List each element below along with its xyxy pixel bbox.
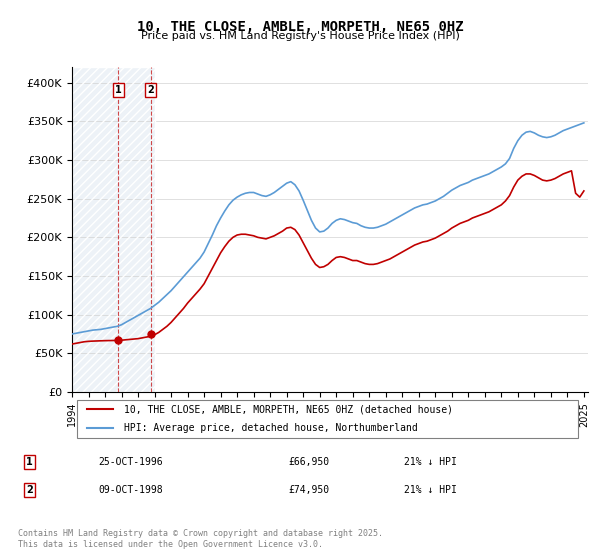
Text: 2: 2	[26, 485, 32, 495]
Bar	[72, 67, 155, 392]
FancyBboxPatch shape	[77, 400, 578, 437]
Text: 1: 1	[115, 85, 122, 95]
Text: £74,950: £74,950	[289, 485, 329, 495]
Text: 2: 2	[148, 85, 154, 95]
Text: 09-OCT-1998: 09-OCT-1998	[98, 485, 163, 495]
Text: HPI: Average price, detached house, Northumberland: HPI: Average price, detached house, Nort…	[124, 423, 418, 433]
Text: Contains HM Land Registry data © Crown copyright and database right 2025.
This d: Contains HM Land Registry data © Crown c…	[18, 529, 383, 549]
Text: £66,950: £66,950	[289, 457, 329, 467]
Text: 21% ↓ HPI: 21% ↓ HPI	[404, 457, 457, 467]
Bar	[72, 67, 155, 392]
Text: 1: 1	[26, 457, 32, 467]
Text: 10, THE CLOSE, AMBLE, MORPETH, NE65 0HZ (detached house): 10, THE CLOSE, AMBLE, MORPETH, NE65 0HZ …	[124, 404, 452, 414]
Text: 10, THE CLOSE, AMBLE, MORPETH, NE65 0HZ: 10, THE CLOSE, AMBLE, MORPETH, NE65 0HZ	[137, 20, 463, 34]
Text: 25-OCT-1996: 25-OCT-1996	[98, 457, 163, 467]
Text: Price paid vs. HM Land Registry's House Price Index (HPI): Price paid vs. HM Land Registry's House …	[140, 31, 460, 41]
Text: 21% ↓ HPI: 21% ↓ HPI	[404, 485, 457, 495]
